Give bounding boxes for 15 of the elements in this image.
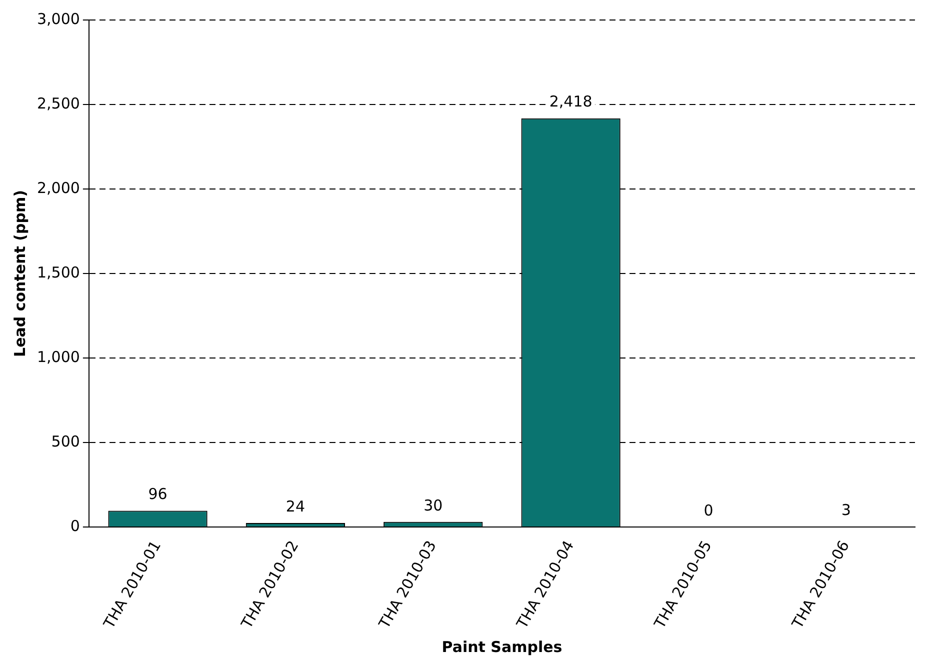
y-tick-label: 1,000	[36, 348, 80, 366]
data-label: 30	[424, 496, 443, 514]
data-label: 2,418	[549, 92, 592, 111]
y-axis-title: Lead content (ppm)	[10, 190, 29, 357]
y-tick-label: 2,500	[36, 94, 80, 112]
y-tick-label: 1,500	[36, 263, 80, 282]
data-label: 96	[148, 485, 168, 504]
data-label: 3	[841, 500, 851, 519]
x-axis-title: Paint Samples	[442, 638, 562, 656]
y-tick-label: 2,000	[36, 178, 80, 197]
y-tick-label: 0	[70, 516, 80, 535]
data-label: 0	[704, 501, 714, 520]
y-tick-label: 3,000	[36, 10, 80, 28]
y-tick-label: 500	[51, 432, 80, 450]
data-label: 24	[286, 497, 306, 516]
